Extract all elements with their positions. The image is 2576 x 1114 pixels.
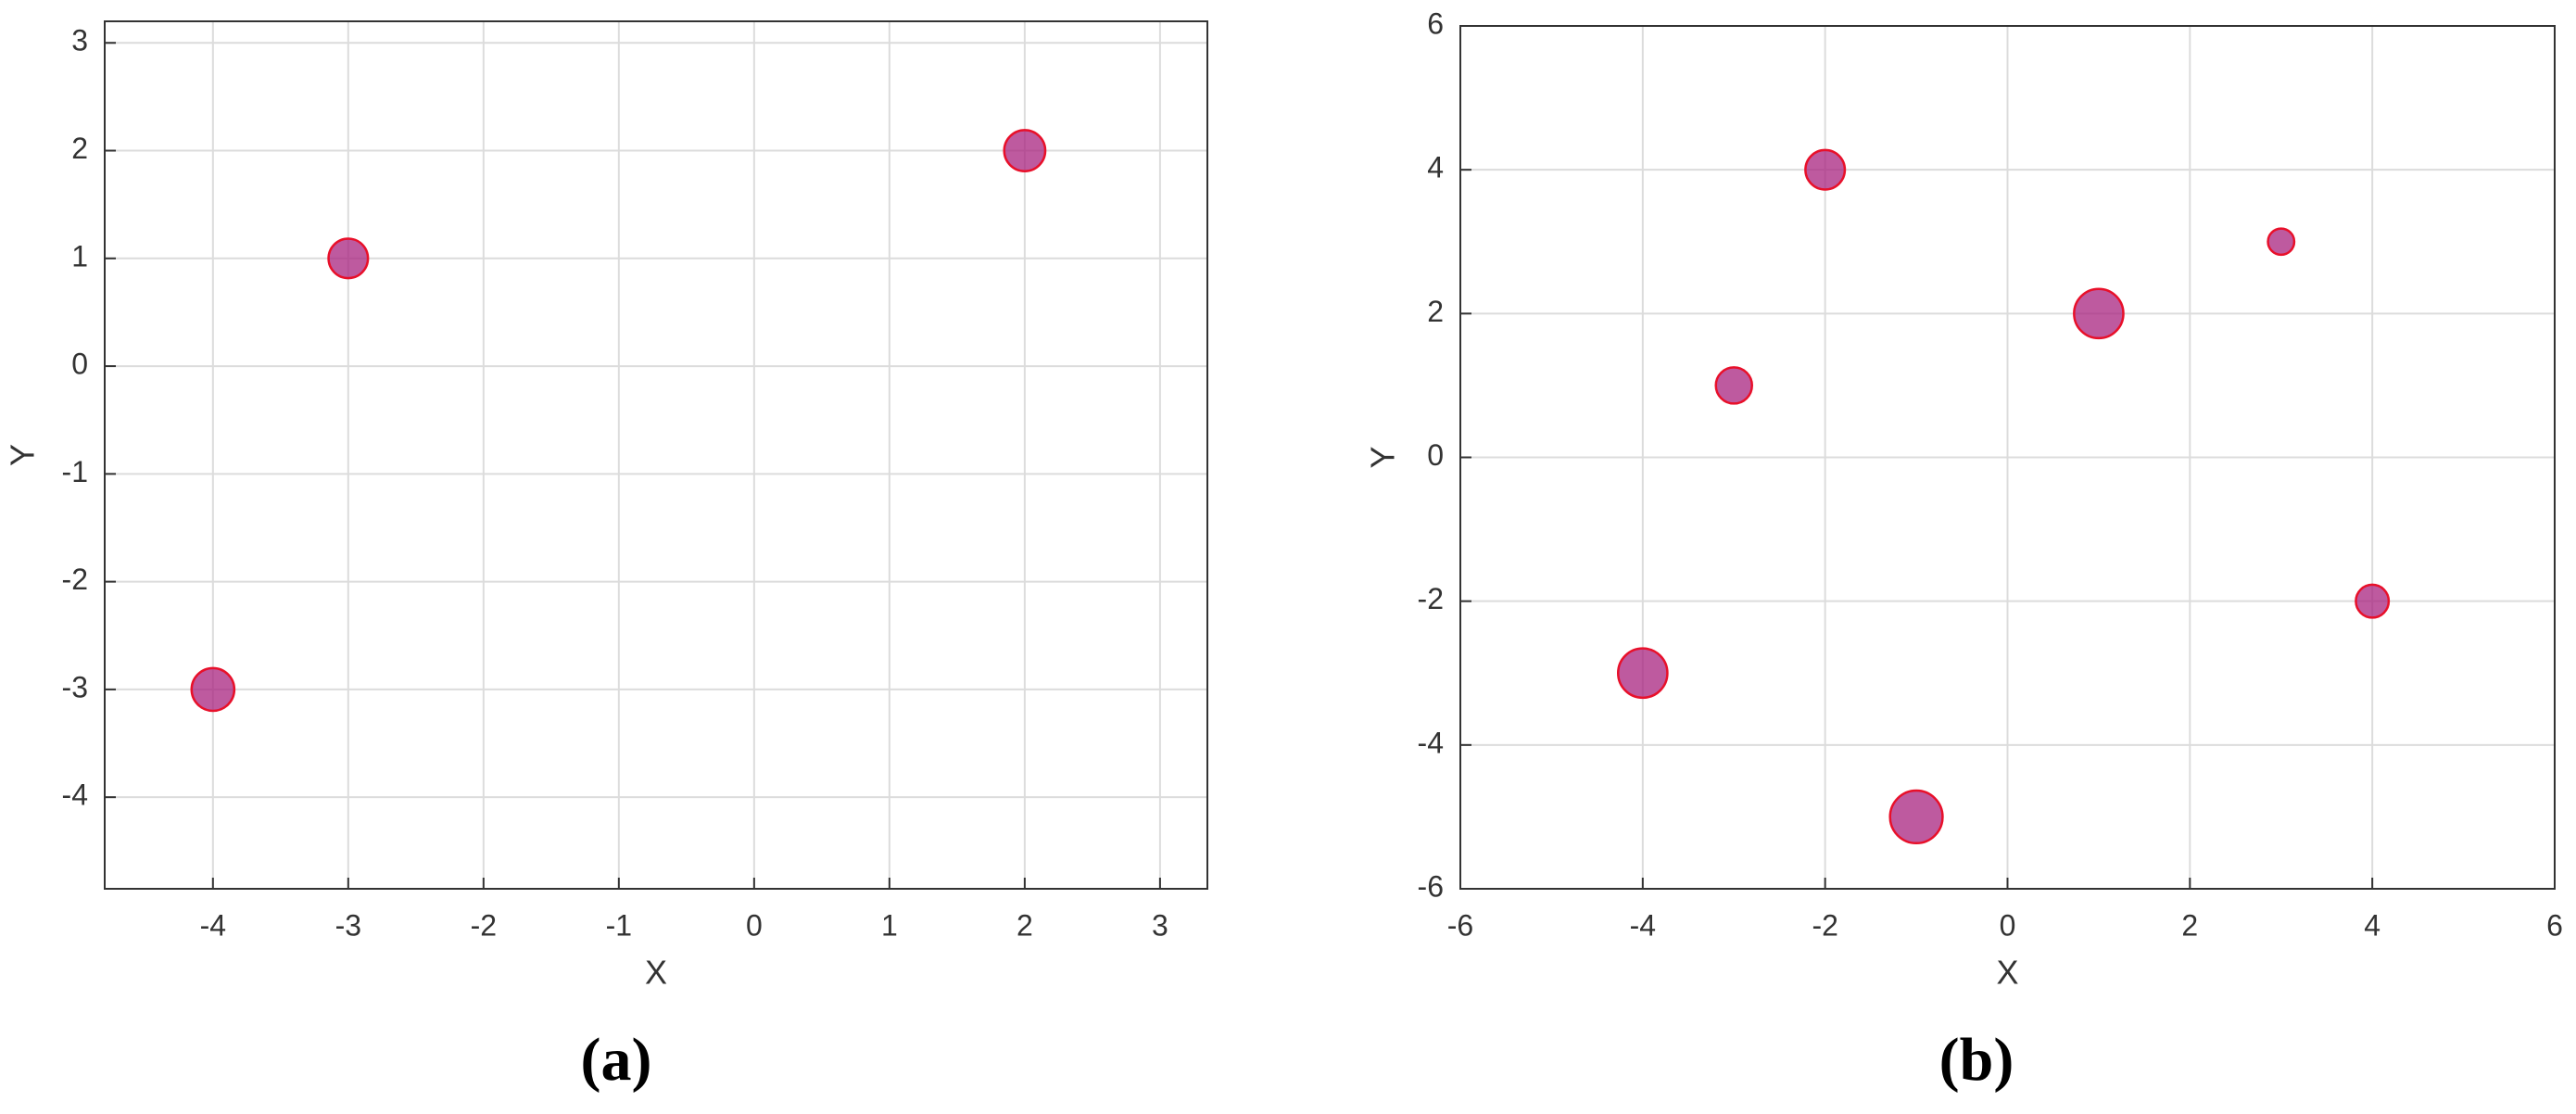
point — [1714, 366, 1754, 405]
point — [1888, 789, 1944, 845]
y-axis-label: Y — [1364, 446, 1402, 468]
point — [190, 666, 236, 713]
y-tick-label: 3 — [71, 24, 88, 57]
y-tick-label: -3 — [62, 670, 88, 703]
point — [1003, 129, 1047, 172]
y-tick-label: -4 — [1418, 726, 1444, 759]
x-tick-label: -2 — [1812, 908, 1837, 942]
point — [327, 237, 370, 280]
y-tick-label: -1 — [62, 455, 88, 488]
plot-frame — [1459, 25, 2556, 890]
y-tick-label: -2 — [1418, 582, 1444, 615]
x-tick-label: -1 — [606, 908, 632, 942]
y-tick-label: -2 — [62, 563, 88, 596]
x-tick-label: -2 — [471, 908, 497, 942]
point — [2073, 287, 2125, 340]
x-tick-label: -4 — [200, 908, 226, 942]
x-axis-label: X — [1996, 954, 2018, 992]
x-tick-label: -6 — [1447, 908, 1473, 942]
y-tick-label: 0 — [1427, 438, 1444, 472]
y-tick-label: -6 — [1418, 869, 1444, 903]
x-tick-label: 3 — [1152, 908, 1168, 942]
panel-label: (b) — [1939, 1026, 2014, 1094]
y-axis-label: Y — [4, 444, 42, 466]
y-tick-label: 0 — [71, 348, 88, 381]
x-tick-label: -3 — [335, 908, 361, 942]
x-tick-label: 6 — [2546, 908, 2563, 942]
x-tick-label: -4 — [1630, 908, 1656, 942]
x-tick-label: 0 — [2000, 908, 2016, 942]
y-tick-label: 2 — [1427, 295, 1444, 328]
y-tick-label: 2 — [71, 132, 88, 165]
panel-label: (a) — [581, 1026, 652, 1094]
x-axis-label: X — [645, 954, 667, 992]
point — [2267, 227, 2296, 257]
point — [1804, 148, 1847, 191]
x-tick-label: 0 — [746, 908, 763, 942]
y-tick-label: -4 — [62, 779, 88, 812]
x-tick-label: 4 — [2364, 908, 2380, 942]
x-tick-label: 2 — [2181, 908, 2198, 942]
plot-frame — [104, 20, 1208, 890]
x-tick-label: 1 — [881, 908, 898, 942]
x-tick-label: 2 — [1017, 908, 1033, 942]
point — [1616, 647, 1669, 700]
y-tick-label: 4 — [1427, 151, 1444, 184]
y-tick-label: 1 — [71, 239, 88, 272]
y-tick-label: 6 — [1427, 6, 1444, 40]
point — [2355, 583, 2391, 619]
